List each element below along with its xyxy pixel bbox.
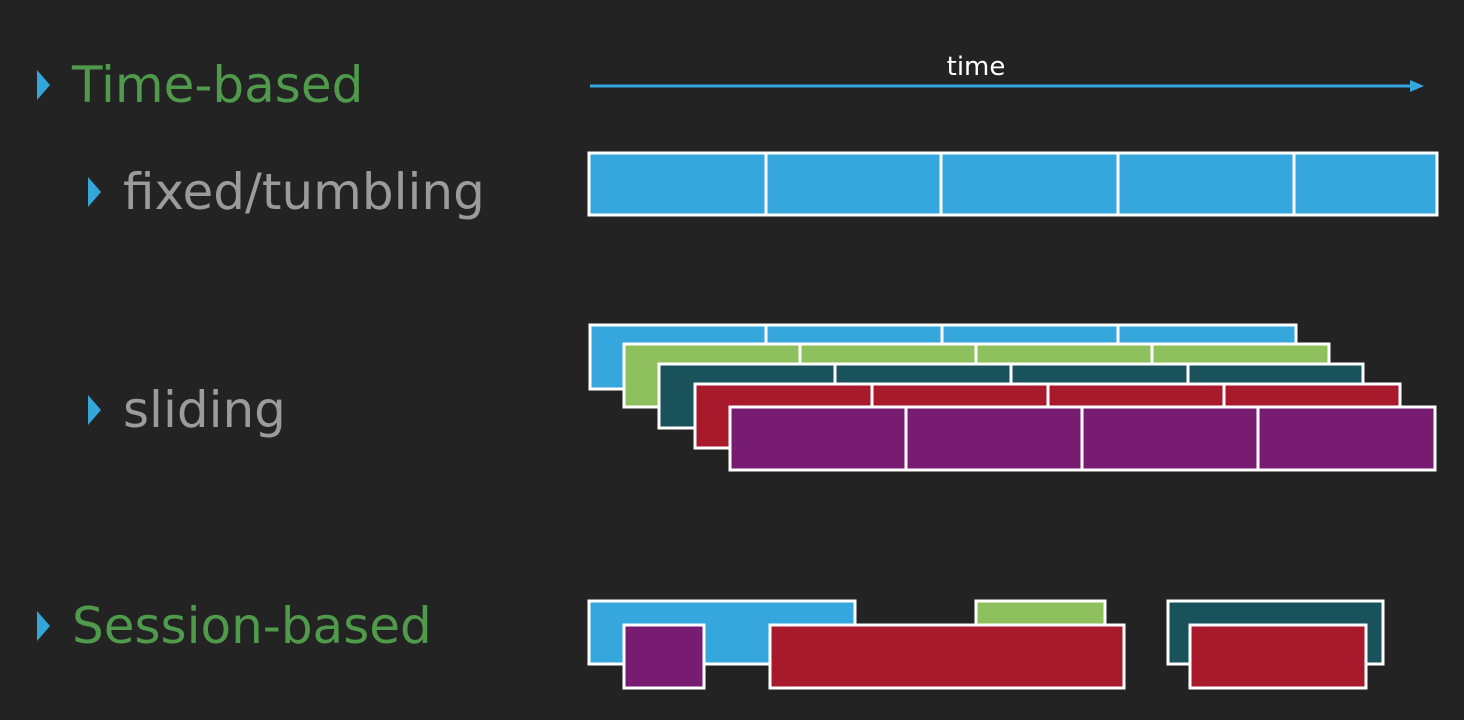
tumbling-window	[939, 151, 1120, 217]
tumbling-window	[764, 151, 943, 217]
sliding-label: sliding	[123, 381, 286, 439]
time-axis-label: time	[947, 52, 1006, 82]
session-window	[768, 623, 1126, 690]
sliding-window	[1080, 405, 1260, 472]
bullet-time-based: Time-based	[37, 56, 363, 114]
bullet-fixed-tumbling: fixed/tumbling	[88, 163, 485, 221]
sliding-windows	[588, 323, 1437, 472]
bullet-sliding: sliding	[88, 381, 286, 439]
fixed-tumbling-label: fixed/tumbling	[123, 163, 485, 221]
session-windows	[587, 599, 1385, 690]
sliding-window	[1256, 405, 1437, 472]
tumbling-window	[1292, 151, 1439, 217]
time-based-heading: Time-based	[72, 56, 364, 114]
bullet-triangle-icon	[37, 611, 50, 641]
bullet-triangle-icon	[88, 395, 101, 425]
bullet-session-based: Session-based	[37, 597, 432, 655]
time-axis-arrowhead-icon	[1410, 80, 1424, 92]
bullet-triangle-icon	[37, 70, 50, 100]
tumbling-window	[1116, 151, 1296, 217]
sliding-window	[728, 405, 908, 472]
tumbling-windows	[587, 151, 1439, 217]
bullet-triangle-icon	[88, 177, 101, 207]
tumbling-window	[587, 151, 768, 217]
session-based-heading: Session-based	[72, 597, 432, 655]
session-window	[622, 623, 706, 690]
sliding-window	[904, 405, 1084, 472]
session-window	[1188, 623, 1368, 690]
